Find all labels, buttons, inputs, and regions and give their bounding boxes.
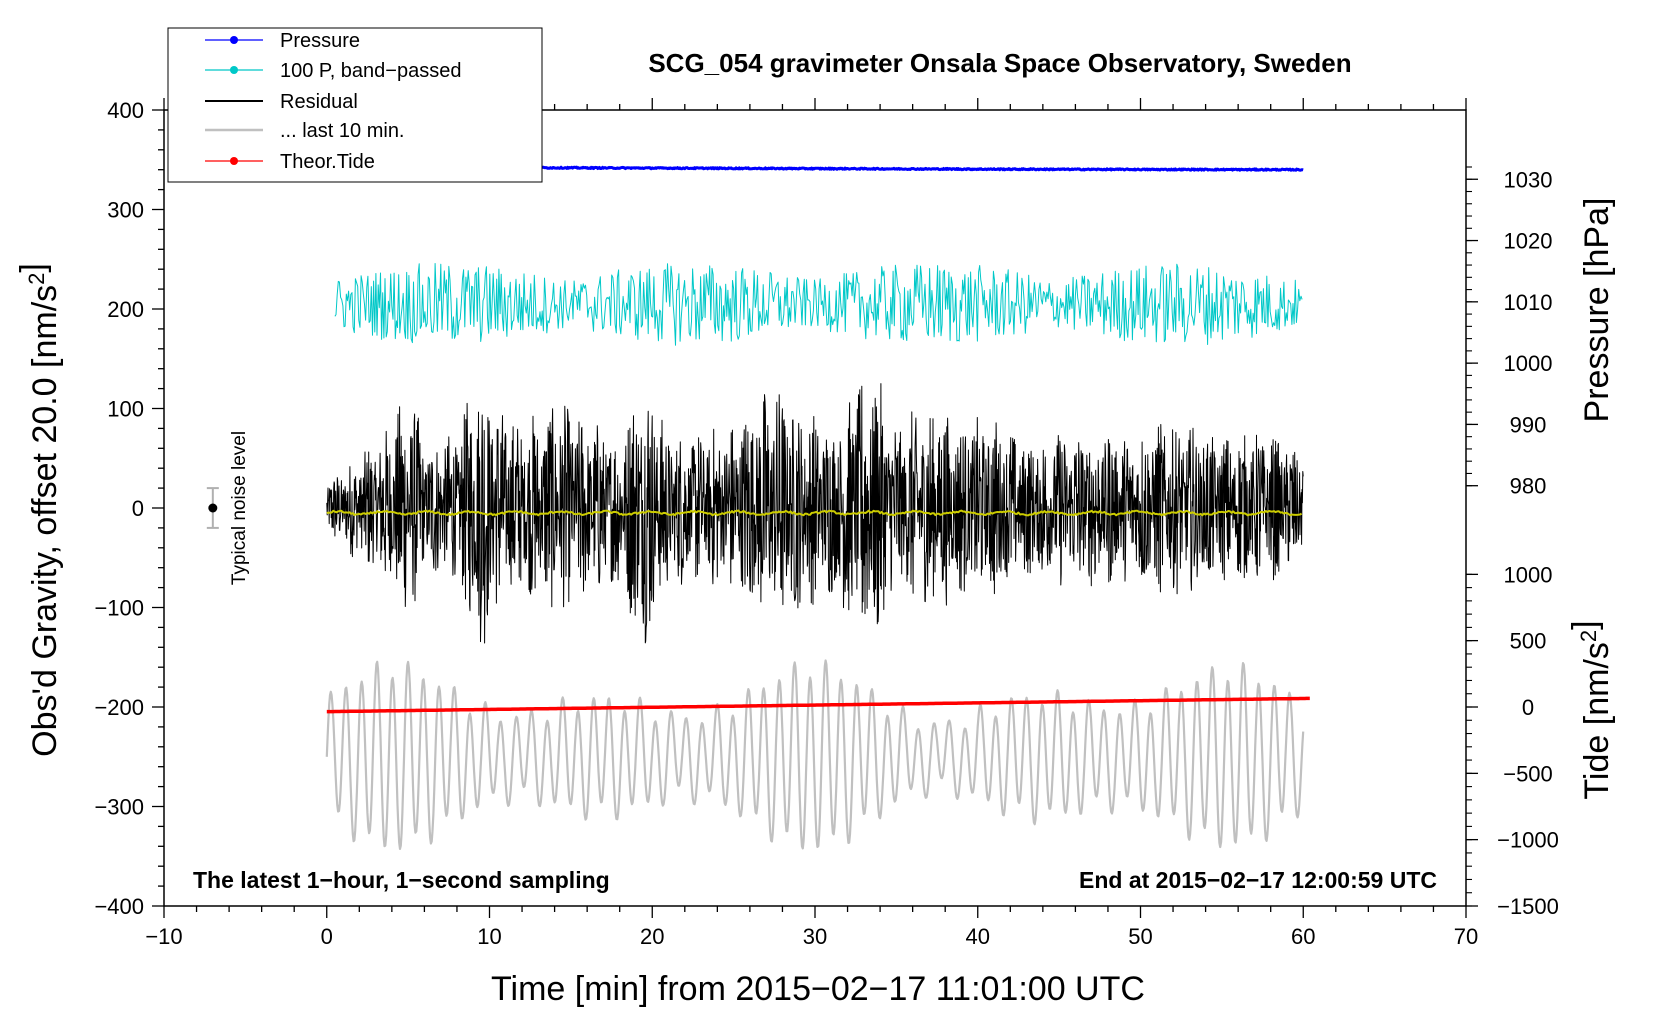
legend-label-tide: Theor.Tide (280, 151, 375, 173)
y-left-tick-label: 0 (132, 496, 144, 521)
y-left-tick-label: −300 (94, 795, 144, 820)
tide-tick-label: −1000 (1497, 828, 1559, 853)
pressure-tick-label: 1020 (1504, 229, 1553, 254)
pressure-tick-label: 990 (1510, 412, 1547, 437)
y-axis-right-tide-label: Tide [nm/s2] (1566, 620, 1616, 799)
legend: Pressure 100 P, band−passed Residual ...… (167, 27, 543, 183)
legend-label-pressure: Pressure (280, 30, 360, 52)
legend-marker-bandpassed (230, 66, 238, 74)
legend-label-bandpassed: 100 P, band−passed (280, 60, 461, 82)
tide-tick-label: 500 (1510, 629, 1547, 654)
noise-marker-point (208, 503, 218, 513)
y-axis-left-label: Obs'd Gravity, offset 20.0 [nm/s2] (14, 263, 64, 757)
axes-layer: −10 0 10 20 30 40 50 60 704003002001000−100−200−… (94, 98, 1559, 949)
annotation-sampling: The latest 1−hour, 1−second sampling (193, 867, 610, 893)
x-tick-label: 30 (803, 924, 827, 949)
y-axis-right-pressure-label: Pressure [hPa] (1578, 198, 1616, 423)
x-tick-label: 0 (321, 924, 333, 949)
tide-tick-label: −1500 (1497, 894, 1559, 919)
y-left-tick-label: −400 (94, 894, 144, 919)
x-tick-label: 50 (1128, 924, 1152, 949)
series-theoretical-tide (326, 696, 1310, 714)
y-left-tick-label: −200 (94, 695, 144, 720)
y-left-tick-label: 400 (107, 98, 144, 123)
legend-box (167, 27, 543, 183)
series-residual-smoothed (326, 509, 1303, 517)
series-last-10-min (325, 659, 1305, 851)
chart-title: SCG_054 gravimeter Onsala Space Observat… (648, 48, 1351, 78)
pressure-tick-label: 980 (1510, 474, 1547, 499)
y-left-tick-label: 100 (107, 397, 144, 422)
y-left-tick-label: 300 (107, 198, 144, 223)
annotation-end-time: End at 2015−02−17 12:00:59 UTC (1079, 867, 1437, 893)
series-residual (326, 383, 1304, 644)
legend-label-residual: Residual (280, 91, 358, 113)
y-left-tick-label: −100 (94, 596, 144, 621)
pressure-tick-label: 1030 (1504, 167, 1553, 192)
legend-marker-tide (230, 157, 238, 165)
x-tick-label: 40 (966, 924, 990, 949)
x-tick-label: 10 (477, 924, 501, 949)
data-layer (206, 165, 1310, 851)
series-pressure (537, 165, 1304, 172)
tide-tick-label: 1000 (1504, 562, 1553, 587)
series-bandpassed-pressure (334, 263, 1303, 346)
legend-marker-pressure (230, 36, 238, 44)
tide-tick-label: 0 (1522, 695, 1534, 720)
noise-level-label: Typical noise level (229, 431, 250, 585)
x-axis-label: Time [min] from 2015−02−17 11:01:00 UTC (491, 970, 1145, 1008)
x-tick-label: −10 (145, 924, 182, 949)
x-tick-label: 20 (640, 924, 664, 949)
pressure-tick-label: 1000 (1504, 351, 1553, 376)
pressure-tick-label: 1010 (1504, 290, 1553, 315)
x-tick-label: 70 (1454, 924, 1478, 949)
x-tick-label: 60 (1291, 924, 1315, 949)
tide-tick-label: −500 (1503, 761, 1553, 786)
y-left-tick-label: 200 (107, 297, 144, 322)
legend-label-last10: ... last 10 min. (280, 120, 405, 142)
